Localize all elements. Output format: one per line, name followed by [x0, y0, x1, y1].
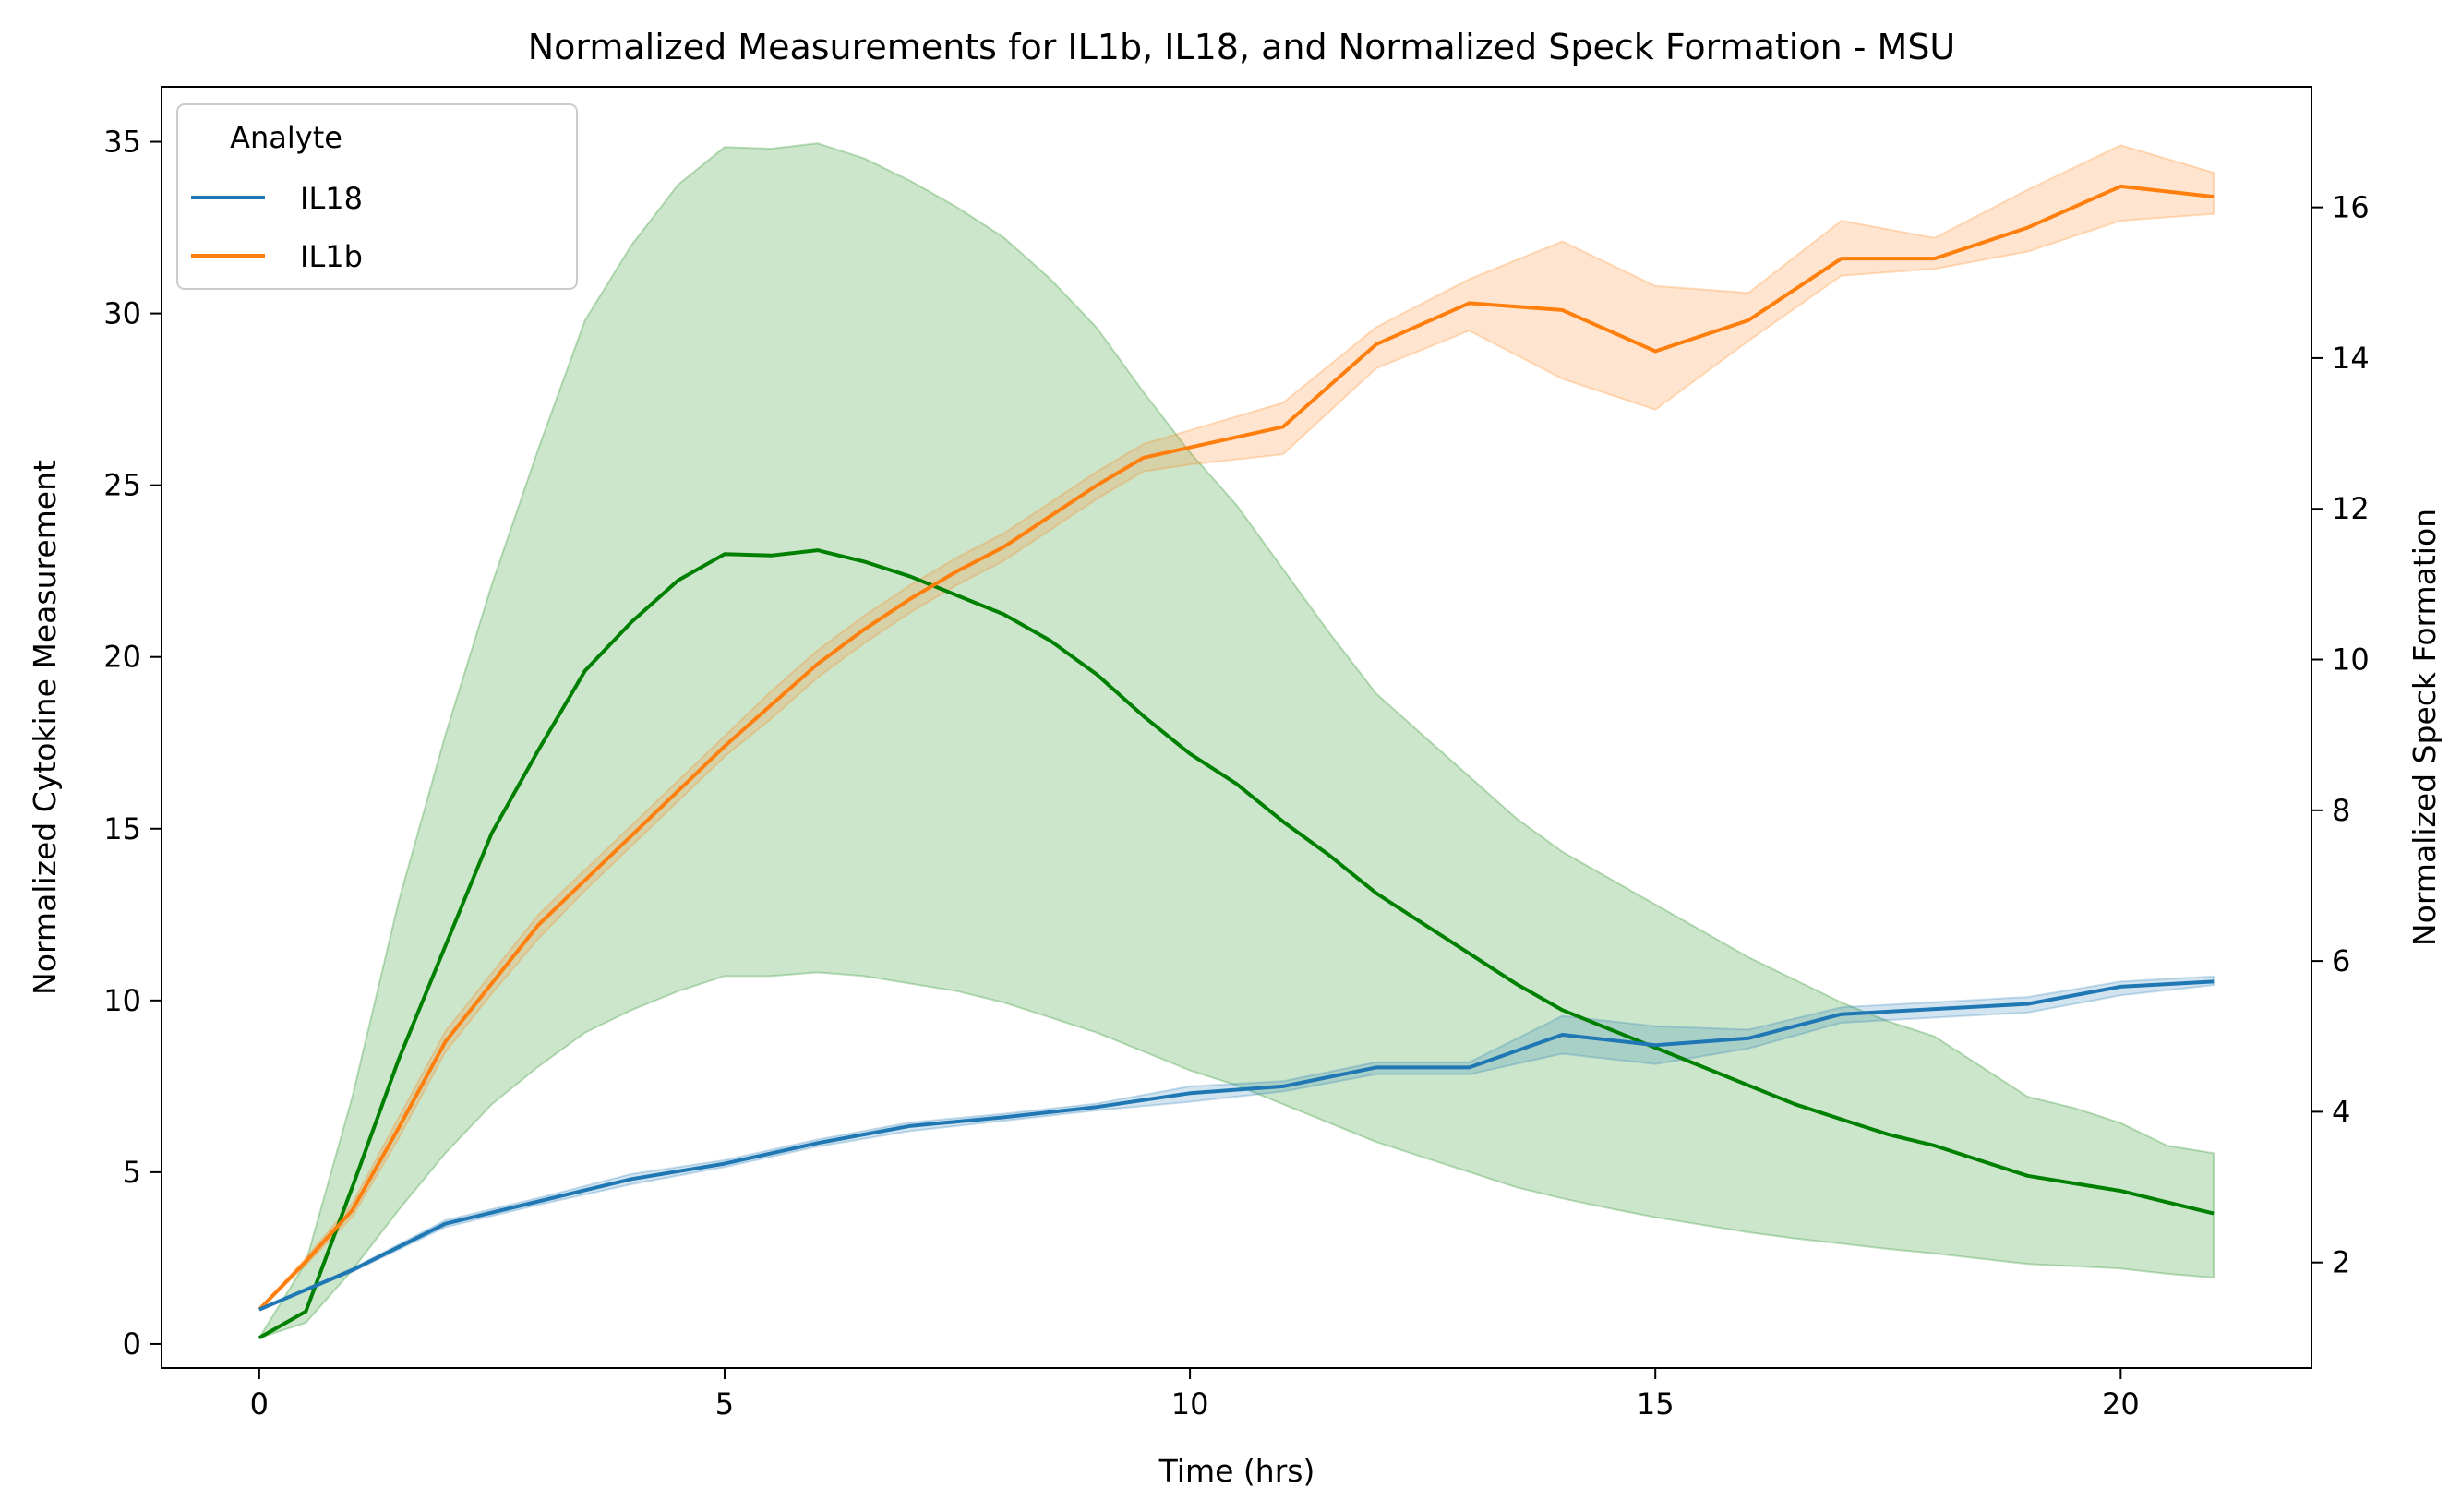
y2-axis-ticks: 2 4 6 8 10 12 14 16	[2311, 190, 2370, 1280]
legend-label-il1b: IL1b	[300, 239, 363, 274]
y2-tick-label: 8	[2332, 793, 2350, 828]
y2-tick-label: 2	[2332, 1245, 2350, 1280]
y-tick-label: 15	[103, 811, 141, 846]
y-tick-label: 0	[123, 1326, 141, 1362]
y2-tick-label: 16	[2332, 190, 2370, 225]
x-axis-label: Time (hrs)	[1158, 1453, 1315, 1489]
y2-tick-label: 6	[2332, 943, 2350, 978]
y2-tick-label: 12	[2332, 491, 2370, 526]
x-tick-label: 15	[1637, 1386, 1675, 1422]
legend-title: Analyte	[230, 120, 342, 155]
y2-tick-label: 4	[2332, 1094, 2350, 1129]
legend-label-il18: IL18	[300, 181, 363, 216]
y2-tick-label: 14	[2332, 341, 2370, 376]
x-tick-label: 0	[250, 1386, 269, 1422]
line-il1b	[258, 184, 2215, 1312]
y2-axis-label: Normalized Speck Formation	[2407, 509, 2443, 946]
band-il18	[258, 975, 2215, 1311]
plot-frame	[161, 86, 2312, 1369]
line-speck-formation	[258, 548, 2215, 1340]
x-tick-label: 5	[715, 1386, 734, 1422]
y-tick-label: 25	[103, 468, 141, 503]
y-tick-label: 35	[103, 125, 141, 160]
chart-title: Normalized Measurements for IL1b, IL18, …	[528, 27, 1956, 67]
y-tick-label: 5	[123, 1155, 141, 1190]
y-axis-ticks: 0 5 10 15 20 25 30 35	[103, 125, 162, 1362]
legend-box	[176, 103, 578, 290]
line-il18	[258, 979, 2215, 1312]
x-tick-label: 10	[1171, 1386, 1209, 1422]
y-tick-label: 20	[103, 640, 141, 675]
series-lines	[258, 184, 2215, 1340]
y-tick-label: 10	[103, 983, 141, 1018]
x-axis-ticks: 0 5 10 15 20	[250, 1368, 2140, 1422]
band-il1b	[258, 144, 2215, 1311]
y-axis-label: Normalized Cytokine Measurement	[27, 460, 63, 995]
x-tick-label: 20	[2102, 1386, 2140, 1422]
y-tick-label: 30	[103, 296, 141, 331]
y2-tick-label: 10	[2332, 642, 2370, 678]
legend: Analyte IL18 IL1b	[176, 103, 578, 290]
